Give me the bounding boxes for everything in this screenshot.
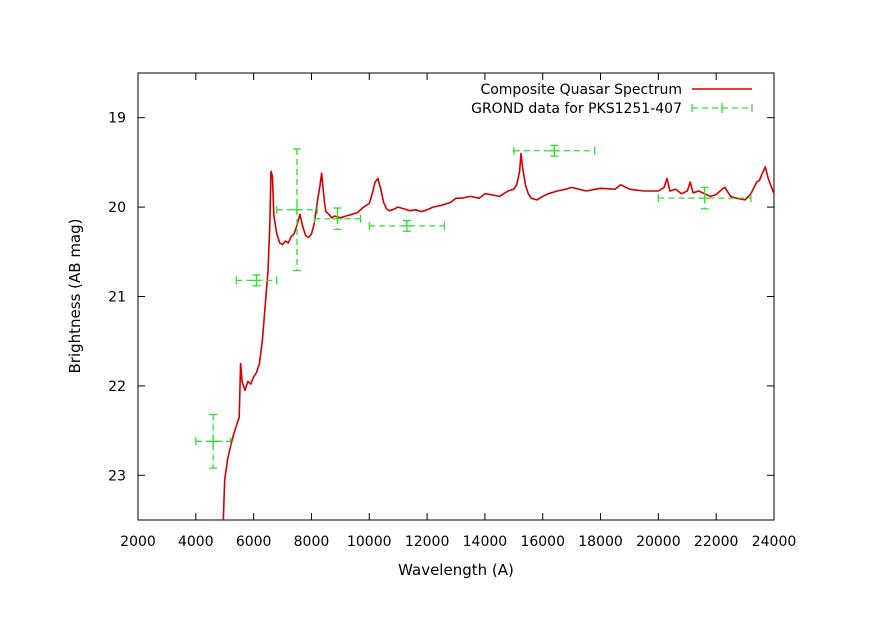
y-tick-label: 21 — [108, 290, 126, 306]
y-tick-label: 19 — [108, 111, 126, 127]
grond-point — [513, 144, 596, 157]
legend-swatch-grond — [691, 103, 753, 113]
x-tick-label: 22000 — [694, 534, 739, 550]
grond-point — [276, 148, 318, 272]
series-grond-data — [195, 144, 752, 469]
series-composite-quasar-spectrum — [222, 152, 775, 521]
spectrum-line — [222, 152, 775, 521]
x-tick-label: 20000 — [636, 534, 681, 550]
plot-frame — [137, 72, 775, 521]
y-tick-label: 22 — [108, 379, 126, 395]
legend: Composite Quasar Spectrum GROND data for… — [471, 82, 753, 117]
legend-label-grond: GROND data for PKS1251-407 — [471, 101, 682, 117]
x-axis-title: Wavelength (A) — [398, 561, 514, 579]
x-tick-label: 8000 — [294, 534, 330, 550]
x-tick-label: 2000 — [120, 534, 156, 550]
x-tick-label: 14000 — [463, 534, 508, 550]
legend-label-composite: Composite Quasar Spectrum — [480, 82, 682, 98]
y-tick-labels: 19 20 21 22 23 — [108, 111, 126, 485]
axis-ticks — [137, 73, 775, 520]
grond-point — [235, 274, 278, 287]
x-tick-labels: 2000 4000 6000 8000 10000 12000 14000 16000 1800… — [120, 534, 796, 550]
x-tick-label: 4000 — [178, 534, 214, 550]
grond-point — [195, 413, 232, 469]
grond-point — [368, 219, 446, 232]
x-tick-label: 24000 — [752, 534, 797, 550]
x-tick-label: 18000 — [578, 534, 623, 550]
y-tick-label: 20 — [108, 200, 126, 216]
x-tick-label: 10000 — [347, 534, 392, 550]
x-tick-label: 16000 — [520, 534, 565, 550]
grond-point — [657, 186, 752, 210]
x-tick-label: 12000 — [405, 534, 450, 550]
grond-point — [313, 207, 362, 231]
x-tick-label: 6000 — [236, 534, 272, 550]
y-tick-label: 23 — [108, 468, 126, 484]
y-axis-title: Brightness (AB mag) — [66, 218, 84, 373]
